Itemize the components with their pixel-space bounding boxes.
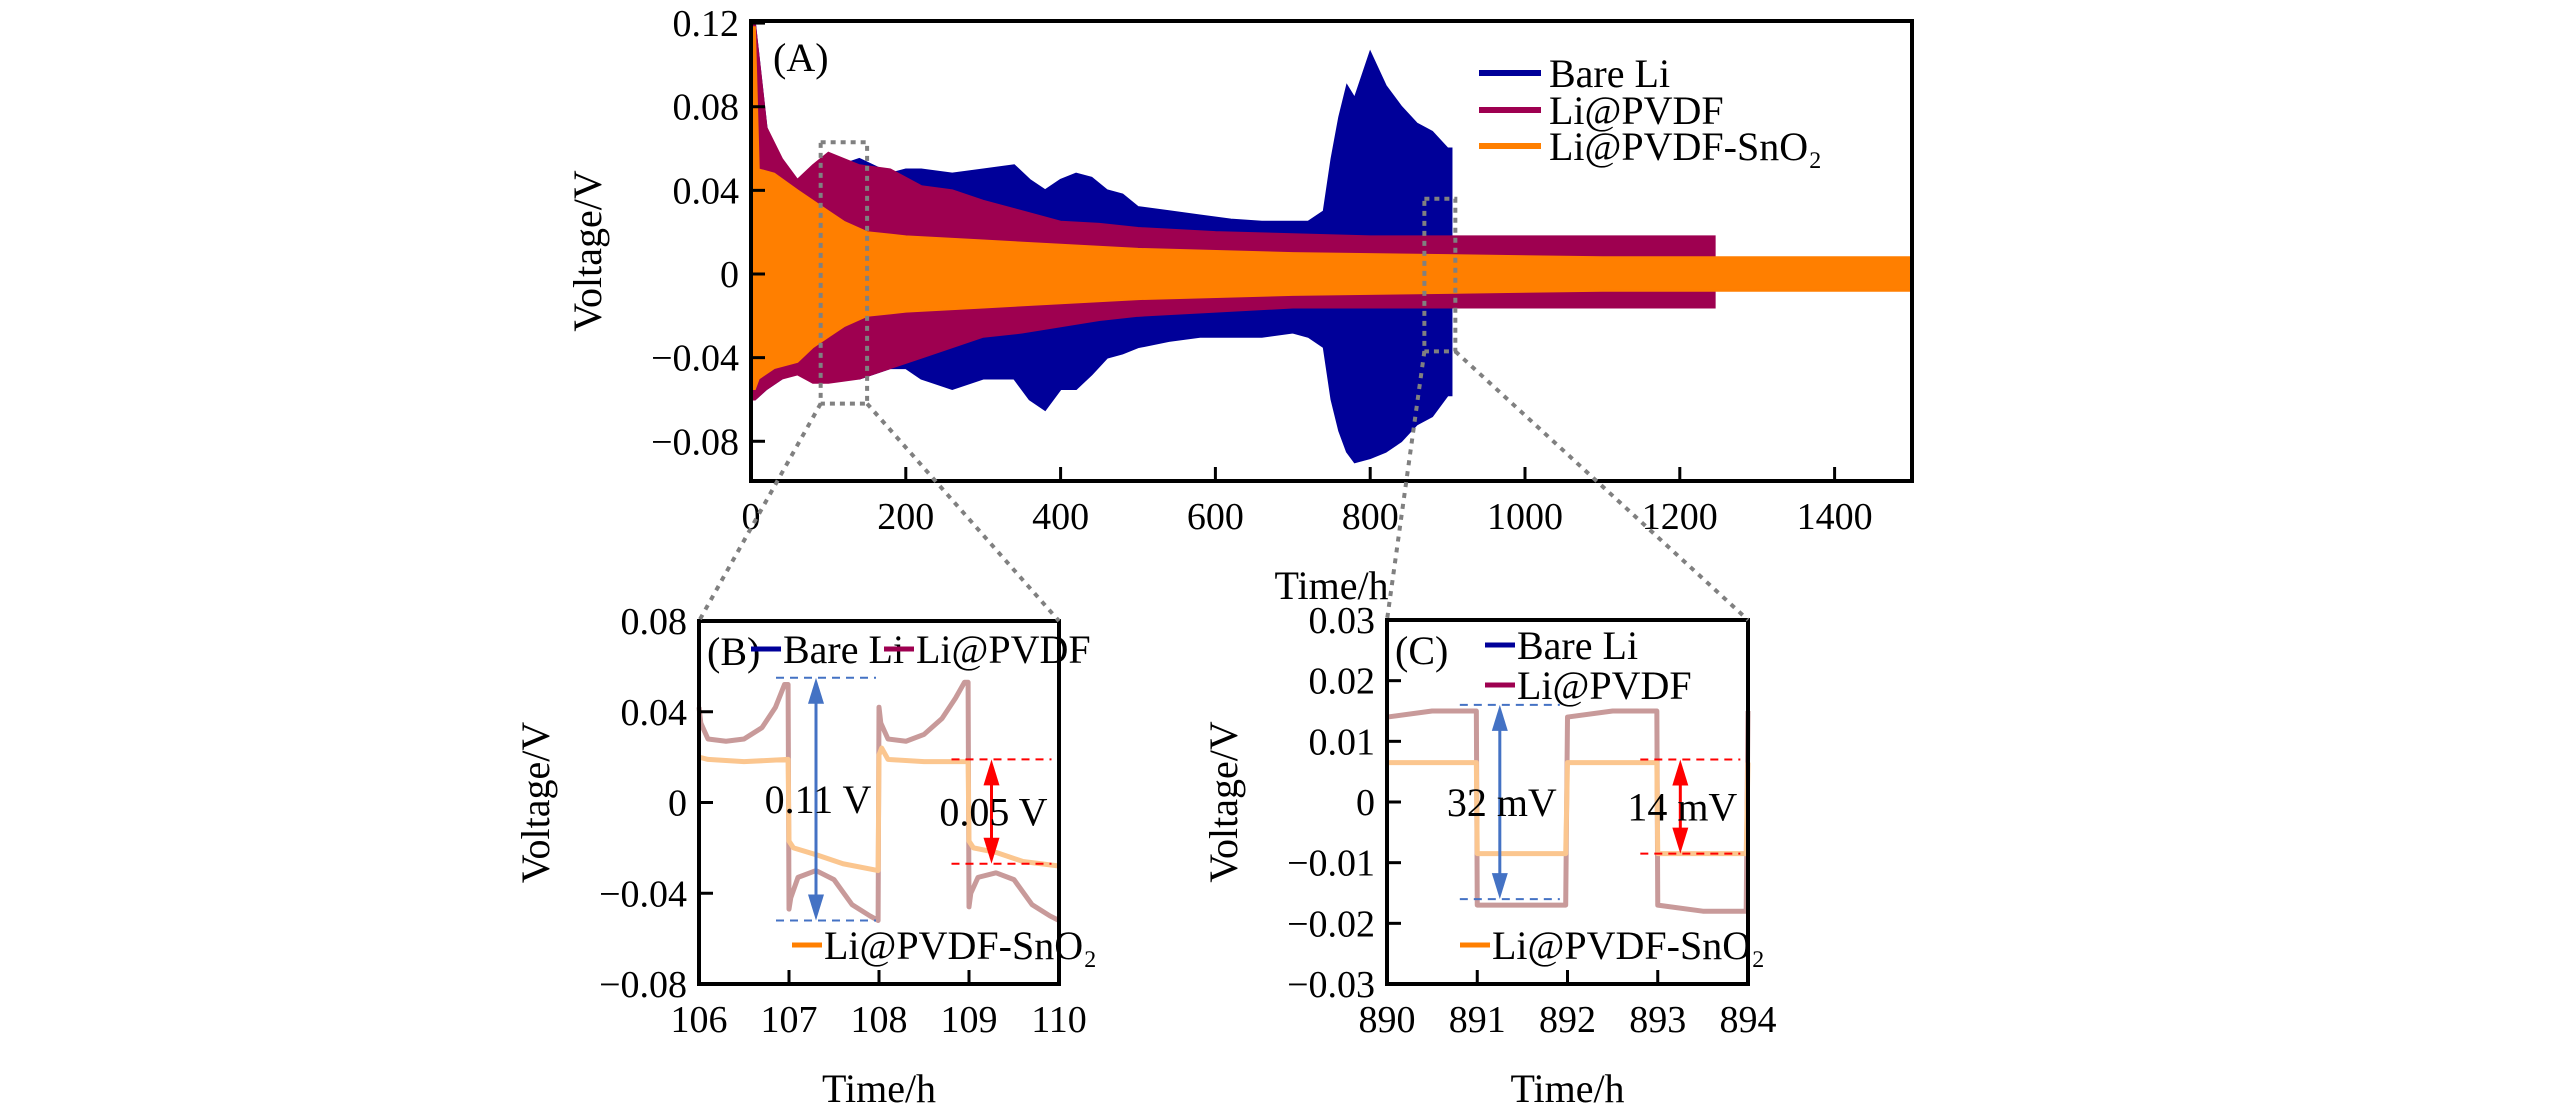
- legend-label: Li@PVDF: [916, 627, 1091, 672]
- x-axis-title: Time/h: [1510, 1066, 1624, 1108]
- y-tick-label: 0.12: [673, 3, 740, 45]
- y-tick-label: 0.04: [621, 692, 688, 734]
- x-tick-label: 400: [1032, 496, 1089, 538]
- series-line-lipvdfsno: [698, 745, 1060, 874]
- connector-line: [1453, 349, 1750, 622]
- annotation-arrowhead-down: [808, 894, 824, 921]
- legend-label: Li@PVDF: [1549, 88, 1724, 133]
- legend-label: Li@PVDF-SnO₂: [824, 923, 1097, 968]
- y-axis-title: Voltage/V: [565, 170, 610, 332]
- zoom-box-c: [1422, 196, 1458, 354]
- y-tick-label: −0.03: [1287, 964, 1375, 1006]
- legend-label: Bare Li: [783, 627, 904, 672]
- panel-label: (C): [1395, 628, 1448, 673]
- legend-label: Bare Li: [1549, 51, 1670, 96]
- x-tick-label: 109: [941, 999, 998, 1041]
- y-tick-label: 0: [668, 783, 687, 825]
- y-tick-label: −0.01: [1287, 843, 1375, 885]
- x-axis-title: Time/h: [822, 1066, 936, 1108]
- annotation-arrowhead-up: [983, 759, 1000, 786]
- annotation-label: 32 mV: [1447, 780, 1557, 825]
- x-tick-label: 0: [742, 496, 761, 538]
- annotation-label: 0.11 V: [765, 777, 872, 822]
- connector-line: [865, 402, 1061, 623]
- annotation-arrowhead-up: [808, 677, 824, 704]
- x-tick-label: 108: [851, 999, 908, 1041]
- y-tick-label: −0.08: [599, 964, 687, 1006]
- x-axis-title: Time/h: [1274, 563, 1388, 608]
- zoom-connectors: [697, 349, 1750, 623]
- annotation-arrowhead-up: [1672, 759, 1689, 786]
- y-tick-label: −0.02: [1287, 903, 1375, 945]
- annotation-label: 14 mV: [1627, 785, 1737, 830]
- connector-line: [697, 402, 823, 622]
- x-tick-label: 107: [761, 999, 818, 1041]
- x-tick-label: 200: [877, 496, 934, 538]
- connector-line: [1385, 351, 1427, 621]
- x-tick-label: 600: [1187, 496, 1244, 538]
- x-tick-label: 110: [1031, 999, 1087, 1041]
- y-tick-label: −0.08: [651, 421, 739, 463]
- y-axis-title: Voltage/V: [513, 722, 558, 884]
- y-tick-label: 0.04: [673, 170, 740, 212]
- y-tick-label: −0.04: [651, 338, 739, 380]
- annotation-label: 0.05 V: [939, 790, 1047, 835]
- panel-label: (A): [773, 35, 829, 80]
- panel-b: 0.11 V 0.05 V 106 107 108 109 110 0.08 0.04 0 −0.0…: [513, 601, 1097, 1108]
- x-tick-label: 1400: [1797, 496, 1873, 538]
- y-tick-label: −0.04: [599, 873, 687, 915]
- annotation-arrowhead-down: [1491, 873, 1508, 900]
- legend-label: Bare Li: [1517, 623, 1638, 668]
- x-tick-label: 1200: [1642, 496, 1718, 538]
- y-tick-label: 0.08: [673, 87, 740, 129]
- y-tick-label: 0.01: [1309, 721, 1376, 763]
- x-tick-label: 894: [1720, 999, 1777, 1041]
- x-tick-label: 800: [1342, 496, 1399, 538]
- annotation-arrowhead-up: [1491, 704, 1508, 731]
- panel-c: 32 mV 14 mV 890 891 892 893 894 0.03 0.02 0.01 0 −0…: [1201, 600, 1777, 1108]
- y-tick-label: 0.03: [1309, 600, 1376, 642]
- y-tick-label: 0.02: [1309, 661, 1376, 703]
- x-tick-label: 1000: [1487, 496, 1563, 538]
- x-tick-label: 892: [1539, 999, 1596, 1041]
- y-tick-label: 0: [720, 254, 739, 296]
- zoom-box-b: [818, 140, 870, 406]
- y-axis-title: Voltage/V: [1201, 721, 1246, 883]
- x-tick-label: 893: [1629, 999, 1686, 1041]
- series-line-lipvdf: [1386, 708, 1751, 914]
- legend-label: Li@PVDF: [1517, 663, 1692, 708]
- x-tick-label: 890: [1359, 999, 1416, 1041]
- annotation-arrowhead-down: [983, 837, 1000, 864]
- y-tick-label: 0: [1356, 782, 1375, 824]
- annotation-arrowhead-down: [1672, 827, 1689, 854]
- legend-label: Li@PVDF-SnO₂: [1492, 923, 1765, 968]
- legend-label: Li@PVDF-SnO₂: [1549, 124, 1822, 169]
- x-tick-label: 891: [1449, 999, 1506, 1041]
- plot-frame: [749, 19, 1914, 483]
- y-tick-label: 0.08: [621, 601, 688, 643]
- x-tick-label: 106: [671, 999, 728, 1041]
- panel-a: 0 200 400 600 800 1000 1200 14000.120.080.040−0…: [565, 3, 1914, 608]
